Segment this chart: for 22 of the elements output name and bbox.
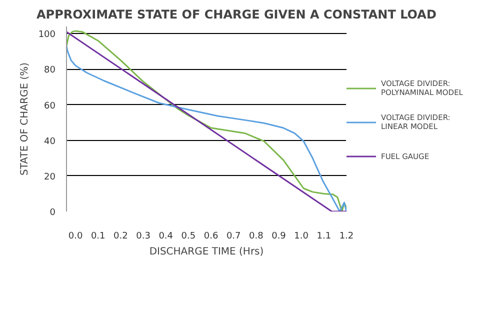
y-tick-label: 20 bbox=[44, 172, 56, 182]
x-tick-label: 1.2 bbox=[339, 232, 354, 242]
x-tick-label: 1.1 bbox=[316, 232, 332, 242]
y-tick-label: 80 bbox=[44, 66, 56, 76]
x-tick-label: 0.6 bbox=[204, 232, 218, 242]
x-tick-label: 0.0 bbox=[68, 232, 83, 242]
y-tick-label: 40 bbox=[44, 136, 56, 147]
x-tick-label: 0.8 bbox=[249, 232, 264, 242]
x-tick-label: 0.1 bbox=[90, 232, 106, 242]
y-axis-title: STATE OF CHARGE (%) bbox=[19, 62, 30, 176]
y-tick-label: 100 bbox=[38, 30, 56, 40]
x-axis-title: DISCHARGE TIME (Hrs) bbox=[149, 246, 264, 258]
y-tick-label: 60 bbox=[44, 101, 56, 112]
x-tick-label: 0.9 bbox=[272, 232, 286, 242]
x-tick-label: 1.0 bbox=[294, 232, 309, 242]
y-tick-label: 0 bbox=[50, 208, 56, 218]
x-tick-label: 0.2 bbox=[114, 232, 128, 242]
x-tick-label: 0.7 bbox=[226, 232, 241, 242]
x-tick-label: 0.3 bbox=[136, 232, 150, 242]
chart-title: APPROXIMATE STATE OF CHARGE GIVEN A CONSTANT LOAD bbox=[36, 8, 436, 22]
x-tick-label: 0.5 bbox=[181, 232, 196, 242]
x-tick-label: 0.4 bbox=[158, 232, 174, 242]
